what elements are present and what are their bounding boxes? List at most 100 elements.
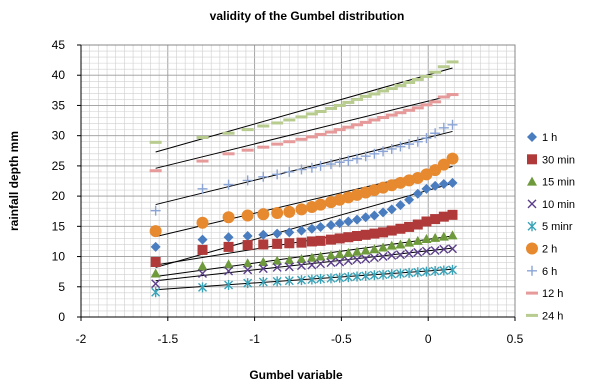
data-point bbox=[342, 125, 355, 129]
data-point bbox=[284, 275, 294, 286]
y-tick-label: 45 bbox=[52, 38, 66, 52]
data-point bbox=[224, 266, 234, 276]
data-point bbox=[335, 272, 345, 283]
data-point bbox=[334, 249, 345, 259]
data-point bbox=[296, 261, 306, 271]
data-point bbox=[395, 223, 406, 234]
data-point bbox=[359, 120, 372, 124]
data-point bbox=[437, 65, 450, 69]
data-point bbox=[242, 258, 253, 268]
data-point bbox=[283, 140, 296, 144]
data-point bbox=[352, 214, 363, 225]
data-point bbox=[447, 177, 458, 188]
data-point bbox=[258, 264, 268, 274]
data-point bbox=[324, 130, 337, 134]
data-point bbox=[334, 157, 345, 168]
data-point bbox=[378, 207, 389, 218]
x-tick-label: 0 bbox=[425, 332, 432, 346]
data-point bbox=[271, 142, 284, 146]
data-point bbox=[305, 112, 318, 116]
x-tick-label: -2 bbox=[76, 332, 87, 346]
data-point bbox=[243, 265, 253, 275]
data-point bbox=[430, 246, 440, 256]
data-point bbox=[284, 238, 295, 249]
data-point bbox=[223, 241, 234, 252]
data-point bbox=[368, 92, 381, 96]
data-point bbox=[395, 239, 406, 249]
data-point bbox=[448, 244, 457, 254]
legend-label: 5 minr bbox=[542, 221, 573, 233]
data-point bbox=[395, 250, 405, 260]
data-point bbox=[351, 97, 364, 101]
data-point bbox=[342, 100, 355, 104]
data-point bbox=[446, 152, 459, 165]
data-point bbox=[404, 267, 414, 278]
data-point bbox=[351, 123, 364, 127]
series-10-min bbox=[151, 244, 457, 289]
data-point bbox=[333, 128, 346, 132]
trend-line bbox=[155, 94, 453, 169]
data-point bbox=[430, 180, 441, 191]
data-point bbox=[296, 225, 307, 236]
data-point bbox=[306, 162, 317, 173]
data-point bbox=[241, 148, 254, 152]
data-point bbox=[447, 119, 458, 130]
data-point bbox=[257, 208, 270, 221]
data-point bbox=[361, 254, 371, 264]
data-point bbox=[272, 262, 282, 272]
legend-marker bbox=[526, 242, 538, 255]
data-point bbox=[360, 212, 371, 223]
data-point bbox=[386, 225, 397, 236]
data-point bbox=[421, 234, 432, 244]
series-6-h bbox=[150, 119, 458, 216]
data-point bbox=[242, 231, 253, 242]
data-point bbox=[295, 137, 308, 141]
series-15-min bbox=[150, 230, 458, 278]
data-point bbox=[386, 240, 397, 250]
data-point bbox=[343, 232, 354, 243]
legend-marker bbox=[526, 291, 538, 295]
data-point bbox=[284, 262, 294, 272]
data-point bbox=[385, 113, 398, 117]
data-point bbox=[306, 236, 317, 247]
data-point bbox=[395, 141, 406, 152]
series-5-minr bbox=[151, 264, 457, 298]
data-point bbox=[448, 264, 457, 275]
data-point bbox=[296, 275, 306, 286]
data-point bbox=[150, 256, 161, 267]
data-point bbox=[242, 175, 253, 186]
data-point bbox=[222, 152, 235, 156]
data-point bbox=[420, 103, 433, 107]
data-point bbox=[439, 265, 449, 276]
data-point bbox=[352, 246, 363, 256]
y-tick-label: 40 bbox=[52, 68, 66, 82]
data-point bbox=[257, 124, 270, 128]
data-point bbox=[222, 131, 235, 135]
data-point bbox=[325, 220, 336, 231]
data-point bbox=[430, 232, 441, 242]
legend-label: 6 h bbox=[542, 266, 557, 278]
data-point bbox=[258, 276, 268, 287]
data-point bbox=[197, 261, 208, 271]
y-tick-label: 5 bbox=[58, 280, 65, 294]
data-point bbox=[315, 221, 326, 232]
data-point bbox=[243, 278, 253, 289]
data-point bbox=[334, 218, 345, 229]
data-point bbox=[257, 145, 270, 149]
data-point bbox=[306, 252, 317, 262]
data-point bbox=[307, 274, 317, 285]
data-point bbox=[272, 238, 283, 249]
data-point bbox=[316, 273, 326, 284]
data-point bbox=[368, 118, 381, 122]
data-point bbox=[395, 200, 406, 211]
data-point bbox=[343, 256, 353, 266]
data-point bbox=[314, 109, 327, 113]
data-point bbox=[403, 80, 416, 84]
data-point bbox=[378, 242, 389, 252]
data-point bbox=[394, 111, 407, 115]
data-point bbox=[369, 210, 380, 221]
data-point bbox=[307, 260, 317, 270]
data-point bbox=[430, 128, 441, 139]
data-point bbox=[361, 270, 371, 281]
data-point bbox=[421, 246, 431, 256]
